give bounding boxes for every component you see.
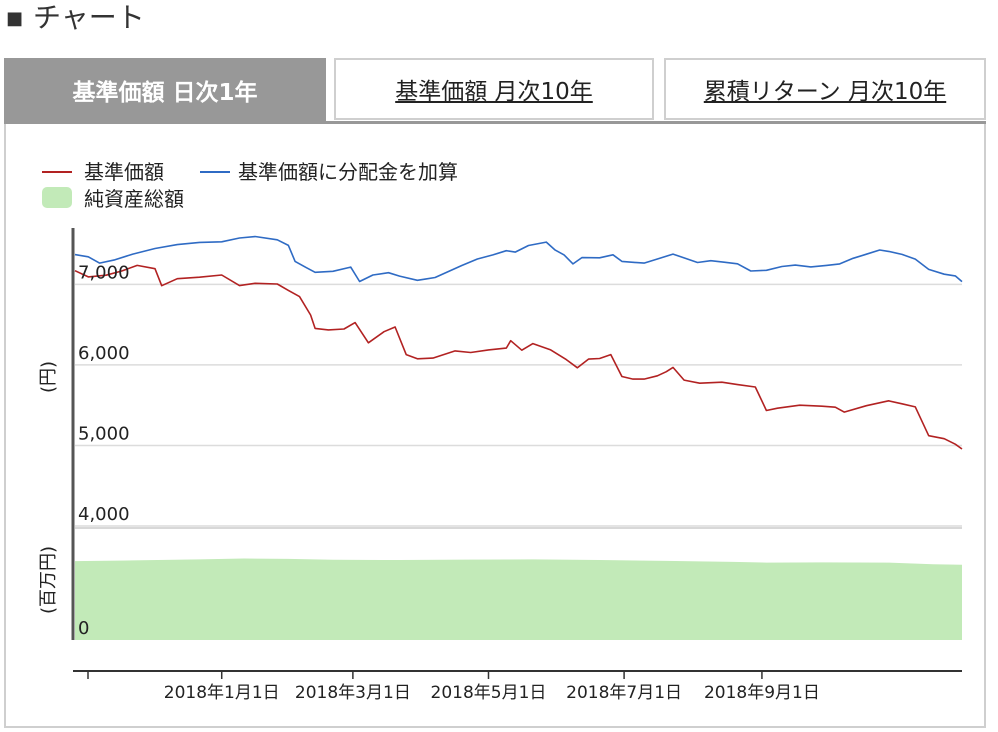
x-tick-label: 2018年3月1日 — [295, 683, 411, 703]
aum-area-path — [75, 558, 962, 640]
x-tick-label: 2018年9月1日 — [704, 683, 820, 703]
panel-top-bar — [4, 121, 986, 124]
y-tick-label: 6,000 — [78, 343, 130, 364]
aum-area — [75, 558, 962, 640]
series-line-nav — [74, 264, 963, 450]
x-tick-label: 2018年1月1日 — [164, 683, 280, 703]
lower-y-tick-zero: 0 — [78, 618, 89, 639]
x-tick-label: 2018年7月1日 — [566, 683, 682, 703]
page-title: ■ チャート — [6, 0, 145, 37]
legend: 基準価額 基準価額に分配金を加算 純資産総額 — [42, 160, 458, 211]
y-tick-label: 4,000 — [78, 504, 130, 525]
chart-panel — [4, 121, 986, 728]
chart-tabs: 基準価額 日次1年 基準価額 月次10年 累積リターン 月次10年 — [4, 58, 986, 122]
x-ticks: 2018年1月1日 2018年3月1日 2018年5月1日 2018年7月1日 2018… — [87, 671, 820, 703]
grid — [75, 283, 962, 529]
x-tick-label: 2018年5月1日 — [431, 683, 547, 703]
y-ticks: 4,000 5,000 6,000 7,000 — [78, 262, 130, 525]
y-axis-label-million-yen: (百万円) — [38, 546, 59, 614]
tab-cumulative-return-10y[interactable]: 累積リターン 月次10年 — [664, 58, 986, 120]
tab-daily-1y[interactable]: 基準価額 日次1年 — [4, 58, 326, 122]
legend-label-nav: 基準価額 — [84, 160, 164, 184]
y-axis-label-yen: (円) — [38, 361, 59, 393]
series-lines — [74, 235, 963, 450]
legend-label-aum: 純資産総額 — [84, 187, 184, 211]
y-tick-label: 7,000 — [78, 262, 130, 283]
series-line-nav-div — [74, 235, 963, 283]
tab-monthly-10y[interactable]: 基準価額 月次10年 — [334, 58, 654, 120]
title-marker: ■ — [6, 8, 24, 29]
legend-swatch-aum — [42, 187, 72, 208]
y-tick-label: 5,000 — [78, 423, 130, 444]
title-text: チャート — [33, 1, 145, 34]
legend-label-nav-div: 基準価額に分配金を加算 — [238, 160, 458, 184]
